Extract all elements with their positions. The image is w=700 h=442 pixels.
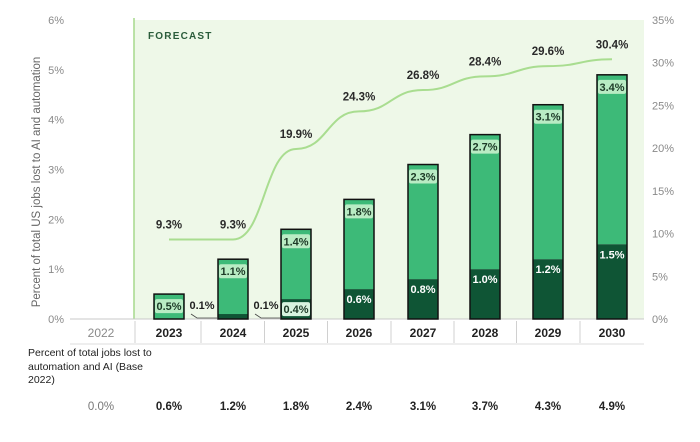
left-tick-label: 1%: [48, 264, 64, 276]
line-point-label: 9.3%: [156, 220, 182, 232]
category-axis: 2022 2023 2024 2025 2026 2027 2028 2029 2030: [70, 321, 644, 345]
table-row-values: 0.0% 0.6% 1.2% 1.8% 2.4% 3.1% 3.7% 4.3% 4.9%: [88, 401, 625, 413]
bar-label-bg: [534, 109, 562, 124]
bar-label-year: 0.5%: [156, 301, 181, 313]
bars: 0.5% 1.1% 1.4% 0.4% 1.8% 0.6% 2.3% 0.8% 2.7% 1.0%…: [70, 74, 644, 320]
bar-outline: [280, 228, 312, 320]
bar-label-year: 2.7%: [472, 142, 497, 154]
left-axis-ticks: 0% 1% 2% 3% 4% 5% 6%: [48, 15, 64, 326]
category-label: 2026: [346, 326, 373, 340]
bar-label-base: 0.4%: [283, 304, 308, 316]
right-tick-label: 35%: [652, 15, 674, 27]
table-row-title: Percent of total jobs lost to automation…: [28, 347, 152, 386]
bar-outline: [532, 103, 564, 320]
bar-segment-year: [470, 134, 500, 270]
bar-label-year: 2.3%: [410, 172, 435, 184]
bar-segment-year: [408, 164, 438, 280]
bar-segment-base: [597, 244, 627, 319]
bar-outline: [469, 133, 501, 320]
line-point-label: 24.3%: [343, 91, 376, 103]
bar-label-bg: [471, 139, 499, 154]
bar-label-bg: [155, 299, 183, 314]
bar-segment-base: [533, 259, 563, 319]
outside-label-connector: [190, 313, 218, 319]
bar-label-bg: [282, 234, 310, 249]
bar-label-bg: [345, 204, 373, 219]
line-point-label: 19.9%: [280, 129, 313, 141]
forecast-label: FORECAST: [148, 31, 213, 42]
bar-label-base: 1.5%: [599, 249, 624, 261]
bar-label-base: 0.8%: [410, 284, 435, 296]
category-label: 2024: [220, 326, 247, 340]
category-label: 2029: [535, 326, 562, 340]
bar-outline: [217, 258, 249, 320]
table-value: 0.0%: [88, 401, 114, 413]
right-tick-label: 20%: [652, 143, 674, 155]
table-value: 4.3%: [535, 401, 561, 413]
left-tick-label: 0%: [48, 314, 64, 326]
bar-label-year: 3.1%: [535, 112, 560, 124]
bar-label-base: 1.2%: [535, 264, 560, 276]
bar-label-bg: [409, 169, 437, 184]
category-label: 2027: [410, 326, 437, 340]
category-label: 2025: [283, 326, 310, 340]
line-point-label: 29.6%: [532, 46, 565, 58]
bar-label-base: 0.6%: [346, 294, 371, 306]
category-label: 2030: [599, 326, 626, 340]
table-value: 0.6%: [156, 401, 182, 413]
left-tick-label: 6%: [48, 15, 64, 27]
bar-label-year: 3.4%: [599, 82, 624, 94]
bar-label-base: 1.0%: [472, 274, 497, 286]
right-tick-label: 30%: [652, 58, 674, 70]
right-tick-label: 15%: [652, 186, 674, 198]
line-point-label: 30.4%: [596, 39, 629, 51]
bar-label-bg: [219, 264, 247, 279]
bar-label-bg: [598, 79, 626, 94]
right-axis-ticks: 0% 5% 10% 15% 20% 25% 30% 35%: [652, 15, 674, 326]
share-line-path: [169, 58, 613, 241]
category-label: 2028: [472, 326, 499, 340]
outside-label: 0.1%: [189, 300, 214, 312]
share-line: 9.3% 9.3% 19.9% 24.3% 26.8% 28.4% 29.6% 30.4%: [156, 39, 629, 241]
outside-label-connector: [254, 313, 281, 319]
bar-label-bg: [282, 302, 310, 317]
bar-outline: [343, 198, 375, 320]
bar-label-year: 1.4%: [283, 236, 308, 248]
table-value: 2.4%: [346, 401, 372, 413]
table-value: 4.9%: [599, 401, 625, 413]
bar-outline: [596, 74, 628, 320]
table-value: 1.8%: [283, 401, 309, 413]
left-axis-title: Percent of total US jobs lost to AI and …: [31, 57, 43, 308]
right-tick-label: 25%: [652, 100, 674, 112]
left-tick-label: 3%: [48, 165, 64, 177]
table-value: 1.2%: [220, 401, 246, 413]
bar-outline: [153, 293, 185, 320]
right-tick-label: 5%: [652, 271, 668, 283]
left-tick-label: 5%: [48, 65, 64, 77]
outside-label: 0.1%: [253, 300, 278, 312]
bar-segment-base: [408, 279, 438, 319]
line-point-label: 26.8%: [407, 70, 440, 82]
line-point-label: 9.3%: [220, 220, 246, 232]
right-tick-label: 0%: [652, 314, 668, 326]
bar-label-year: 1.8%: [346, 206, 371, 218]
bar-segment-base: [218, 314, 248, 319]
bar-label-year: 1.1%: [220, 266, 245, 278]
left-tick-label: 2%: [48, 214, 64, 226]
table-value: 3.1%: [410, 401, 436, 413]
right-tick-label: 10%: [652, 229, 674, 241]
bar-segment-base: [344, 289, 374, 319]
table-value: 3.7%: [472, 401, 498, 413]
bar-outline: [407, 163, 439, 320]
category-label: 2022: [88, 326, 115, 340]
category-label: 2023: [156, 326, 183, 340]
bar-segment-base: [470, 269, 500, 319]
left-tick-label: 4%: [48, 115, 64, 127]
bar-segment-year: [597, 74, 627, 245]
line-point-label: 28.4%: [469, 56, 502, 68]
bar-segment-year: [533, 104, 563, 260]
